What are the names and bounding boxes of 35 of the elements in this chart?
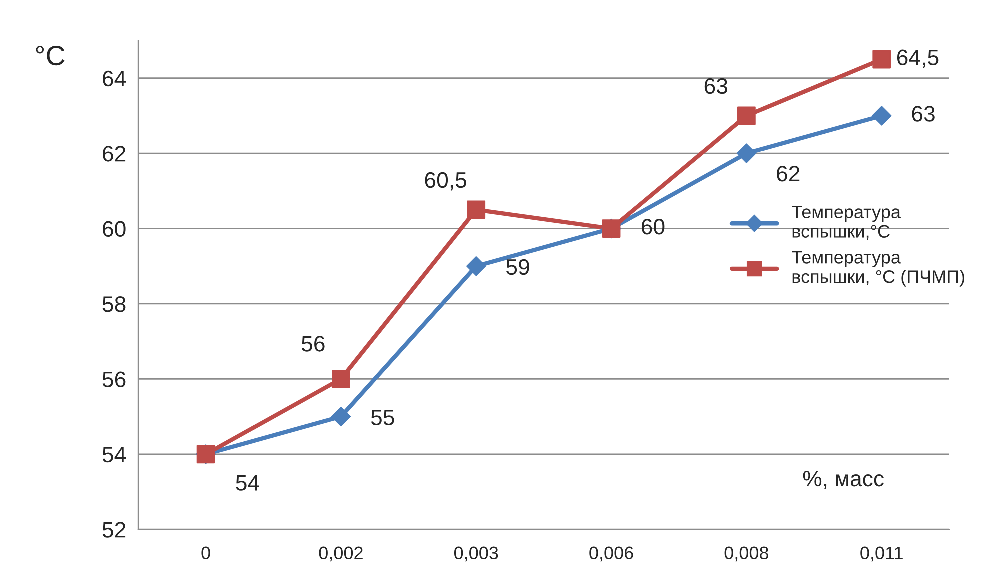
y-tick-label: 64 (103, 70, 126, 87)
data-label: 63 (704, 78, 728, 94)
x-tick-label: 0 (202, 546, 210, 560)
x-axis-title: %, масс (803, 471, 884, 490)
y-tick-label: 58 (102, 296, 126, 312)
point (872, 106, 892, 126)
data-label: 64,5 (897, 50, 939, 68)
point (467, 200, 486, 220)
y-tick-label: 60 (103, 221, 126, 238)
point (331, 406, 352, 427)
x-tick-label: 0,003 (454, 546, 498, 562)
point (872, 50, 892, 69)
point (736, 144, 757, 164)
y-tick-label: 62 (103, 146, 126, 162)
data-label: 60 (642, 219, 665, 235)
data-label: 59 (506, 259, 530, 276)
legend-label: Температура вспышки,°С (792, 206, 901, 240)
data-label: 63 (912, 106, 935, 122)
x-tick-label: 0,002 (319, 546, 363, 562)
data-label: 54 (236, 475, 260, 491)
data-label: 62 (777, 166, 800, 182)
point (466, 256, 486, 276)
point (738, 106, 756, 126)
point (332, 370, 350, 388)
y-axis-title: °C (36, 46, 65, 66)
legend-label: Температура вспышки, °С (ПЧМП) (792, 251, 965, 287)
x-tick-label: 0,011 (860, 546, 903, 562)
data-label: 55 (371, 410, 394, 426)
x-tick-label: 0,006 (590, 546, 634, 562)
data-label: 60,5 (425, 172, 467, 191)
y-tick-label: 56 (102, 372, 126, 388)
y-tick-label: 52 (102, 522, 126, 538)
y-tick-label: 54 (102, 447, 126, 463)
x-tick-label: 0,008 (724, 546, 769, 562)
data-label: 56 (302, 336, 325, 352)
